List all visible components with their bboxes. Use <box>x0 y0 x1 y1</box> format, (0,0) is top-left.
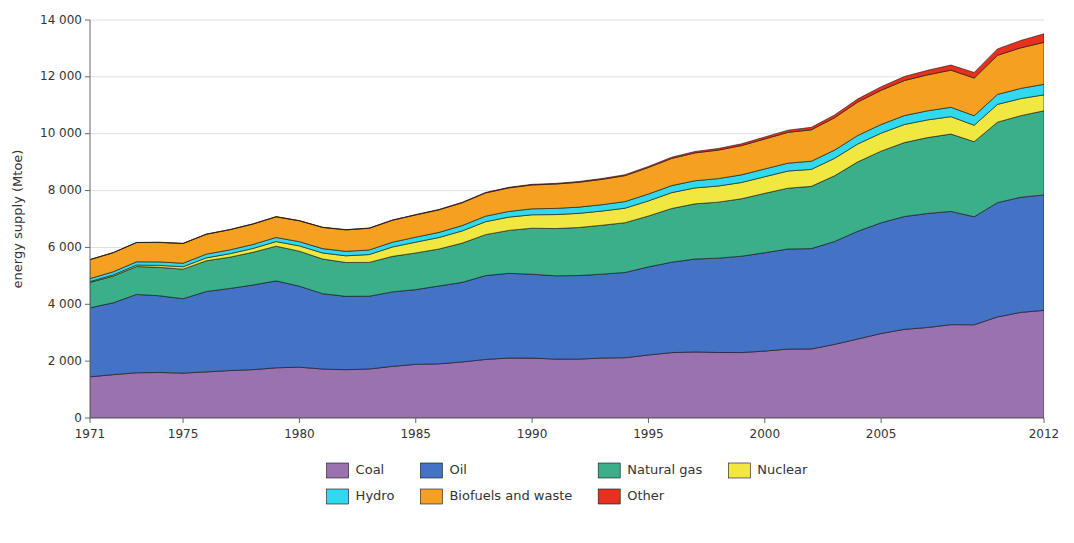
legend-swatch <box>327 489 349 504</box>
x-tick <box>881 418 882 423</box>
x-tick-label: 1985 <box>400 427 431 441</box>
legend-swatch <box>728 463 750 478</box>
y-tick <box>85 190 90 191</box>
y-tick <box>85 304 90 305</box>
y-tick <box>85 133 90 134</box>
x-tick-label: 1995 <box>633 427 664 441</box>
legend-item: Other <box>598 488 665 504</box>
y-tick-label: 2 000 <box>48 354 82 368</box>
legend-label: Biofuels and waste <box>449 488 572 503</box>
y-tick <box>85 20 90 21</box>
y-tick-label: 12 000 <box>40 69 82 83</box>
x-tick-label: 1975 <box>168 427 199 441</box>
legend: Coal Oil Natural gas Nuclear Hydro Biofuels a… <box>327 462 808 504</box>
legend-label: Coal <box>356 462 385 477</box>
areas <box>90 34 1044 418</box>
legend-swatch <box>327 463 349 478</box>
y-tick-label: 0 <box>74 411 82 425</box>
x-tick <box>764 418 765 423</box>
legend-item: Hydro <box>327 488 395 504</box>
y-tick <box>85 76 90 77</box>
x-tick-label: 1971 <box>75 427 106 441</box>
y-tick <box>85 361 90 362</box>
y-axis-line <box>90 20 91 418</box>
x-tick <box>532 418 533 423</box>
legend-label: Nuclear <box>757 462 808 477</box>
x-tick-label: 1980 <box>284 427 315 441</box>
y-tick-label: 10 000 <box>40 126 82 140</box>
area <box>90 34 1044 260</box>
legend-swatch <box>420 489 442 504</box>
x-axis: 1971 1975 1980 1985 1990 1995 2000 2005 2012 <box>75 418 1060 441</box>
x-tick-label: 1990 <box>517 427 548 441</box>
chart: 0 2 000 4 000 6 000 8 000 10 000 12 000 14 000 1… <box>0 0 1074 543</box>
grid <box>90 20 1044 418</box>
y-tick-label: 4 000 <box>48 297 82 311</box>
legend-label: Oil <box>449 462 466 477</box>
legend-item: Nuclear <box>728 462 808 478</box>
legend-swatch <box>420 463 442 478</box>
x-tick-label: 2005 <box>866 427 897 441</box>
x-tick-label: 2012 <box>1029 427 1060 441</box>
legend-item: Oil <box>420 462 466 478</box>
legend-item: Biofuels and waste <box>420 488 572 504</box>
legend-item: Natural gas <box>598 462 702 478</box>
y-tick <box>85 247 90 248</box>
y-tick-label: 8 000 <box>48 183 82 197</box>
y-axis-label: energy supply (Mtoe) <box>10 150 25 289</box>
y-tick-label: 6 000 <box>48 240 82 254</box>
legend-item: Coal <box>327 462 385 478</box>
grid-line <box>90 20 1044 21</box>
y-tick <box>85 418 90 419</box>
legend-label: Natural gas <box>627 462 702 477</box>
grid-line <box>90 418 1044 419</box>
x-tick <box>183 418 184 423</box>
x-tick <box>415 418 416 423</box>
x-tick <box>648 418 649 423</box>
x-tick-label: 2000 <box>750 427 781 441</box>
legend-swatch <box>598 463 620 478</box>
x-axis-line <box>90 418 1044 419</box>
y-axis: 0 2 000 4 000 6 000 8 000 10 000 12 000 14 000 <box>40 13 90 425</box>
x-tick <box>90 418 91 423</box>
legend-label: Other <box>627 488 665 503</box>
legend-label: Hydro <box>356 488 395 503</box>
legend-swatch <box>598 489 620 504</box>
x-tick <box>1044 418 1045 423</box>
y-tick-label: 14 000 <box>40 13 82 27</box>
x-tick <box>299 418 300 423</box>
grid-line <box>90 76 1044 77</box>
